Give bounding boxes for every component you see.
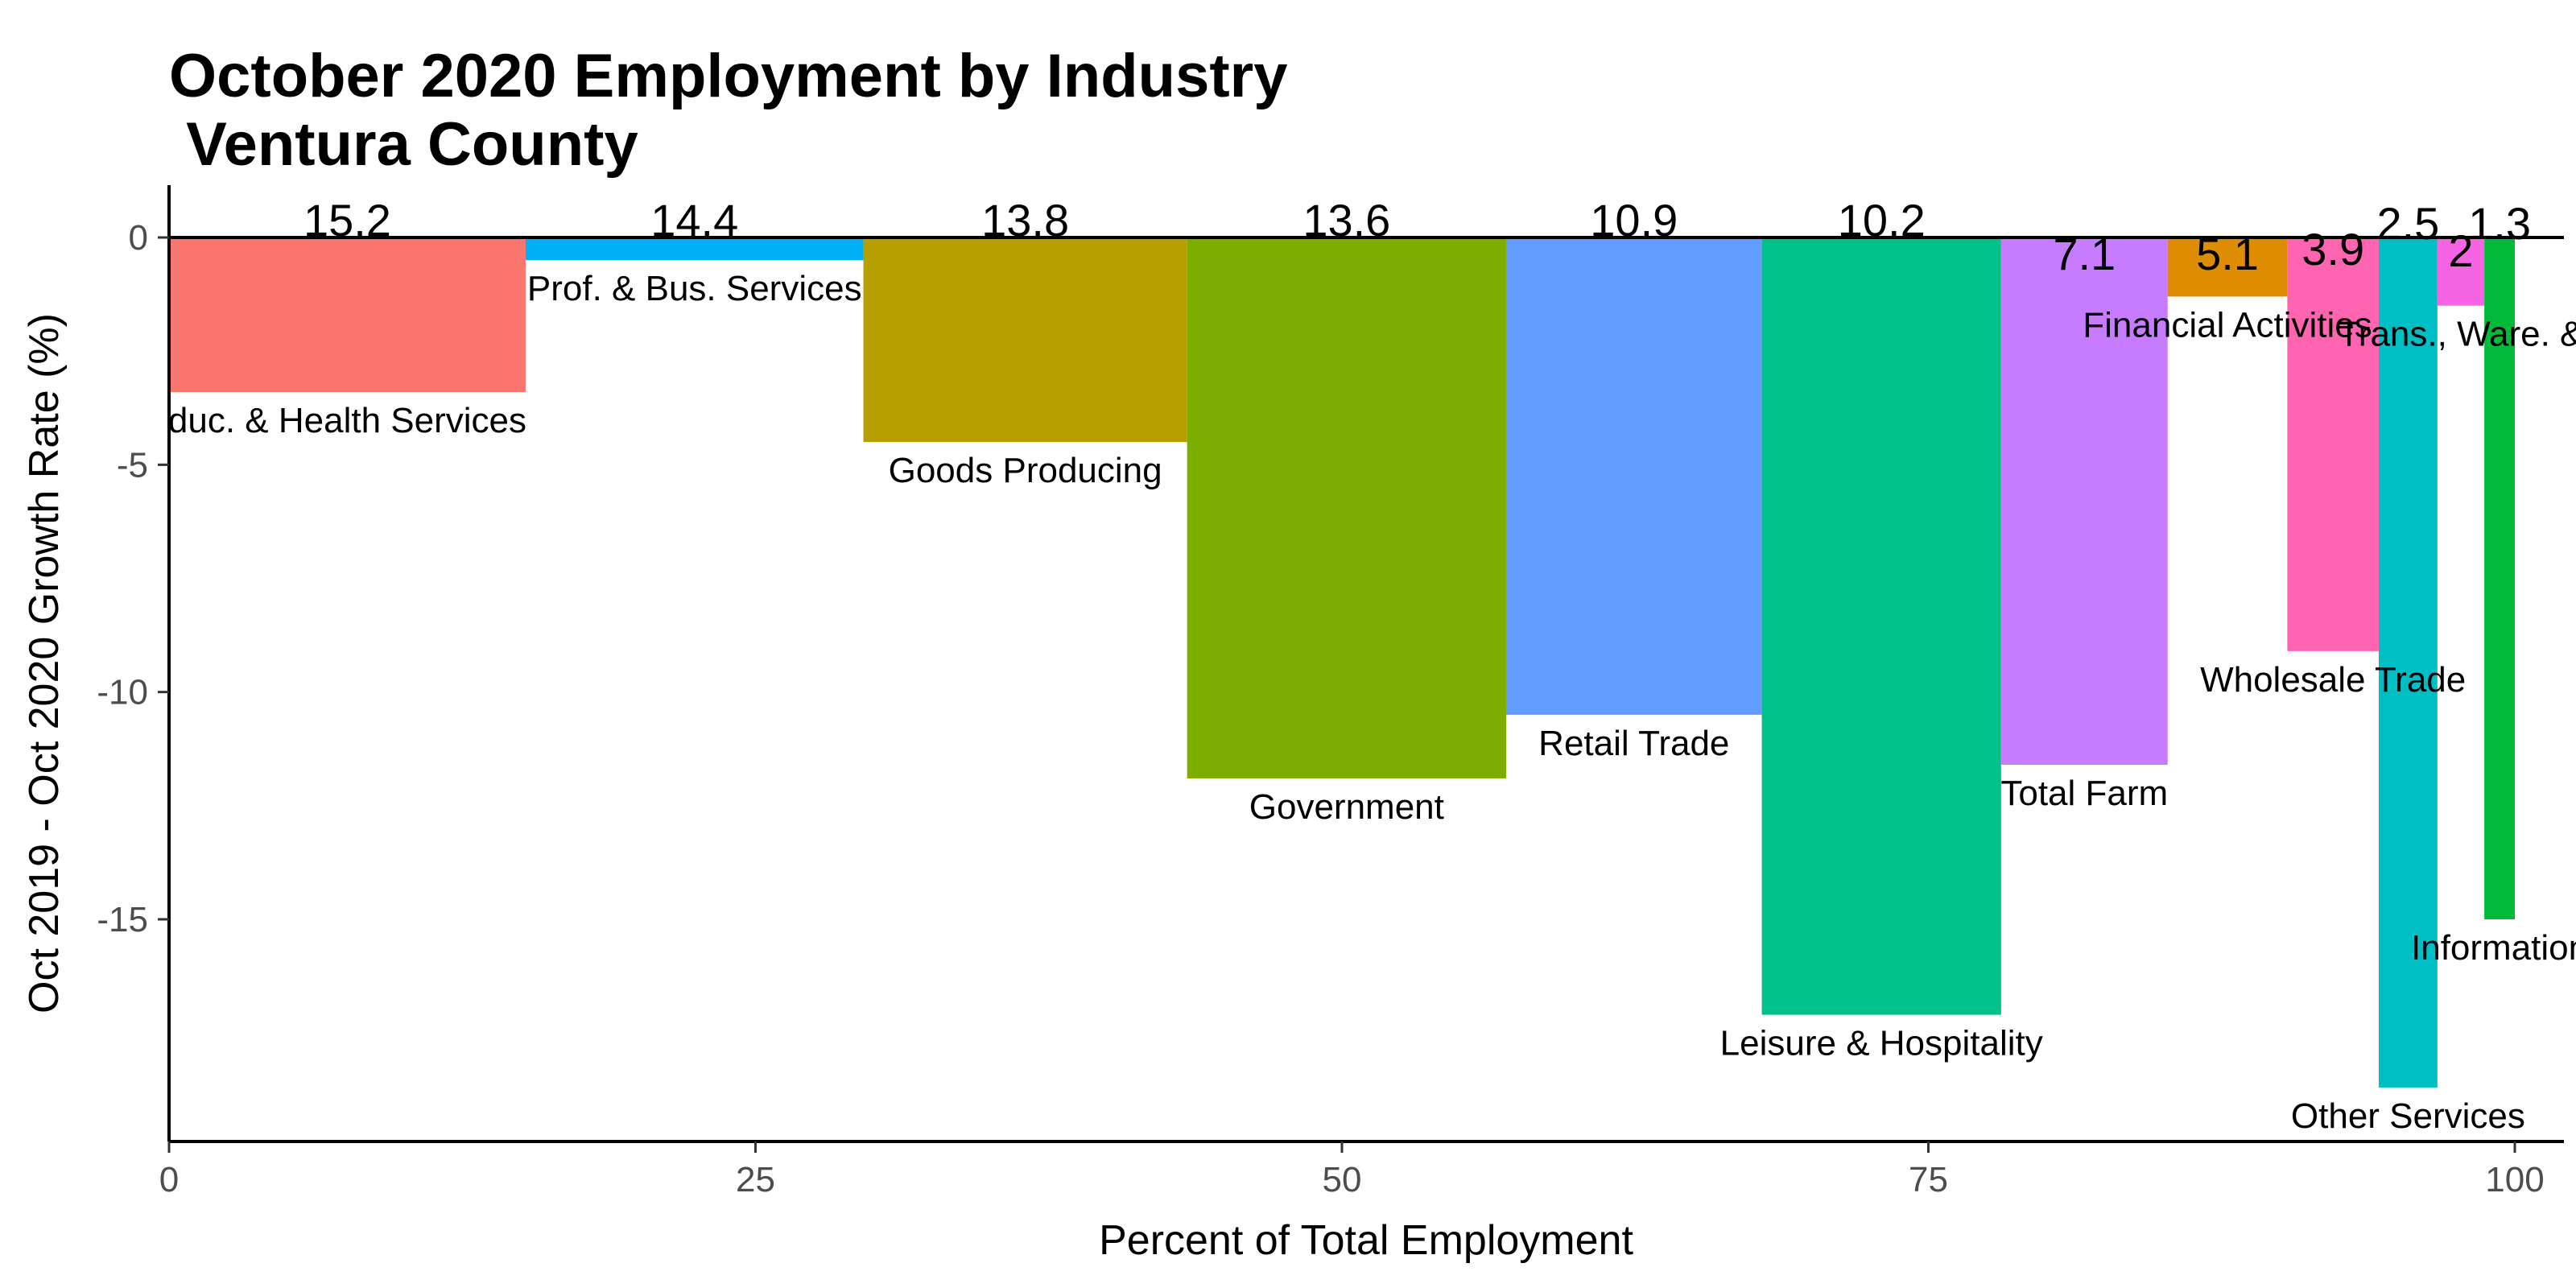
x-tick-label: 50 [1323,1160,1362,1199]
industry-label-educ-health-services: duc. & Health Services [168,401,526,440]
industry-label-trans-ware-util: Trans., Ware. & [2339,315,2576,354]
y-axis-title: Oct 2019 - Oct 2020 Growth Rate (%) [21,313,68,1013]
bar-prof-bus-services [525,237,864,261]
y-tick-label: -15 [97,900,148,939]
industry-label-information: Information [2411,928,2576,968]
y-tick-label: -10 [97,673,148,712]
bar-wholesale-trade [2287,237,2379,651]
bar-goods-producing [863,237,1187,443]
industry-label-goods-producing: Goods Producing [889,451,1162,490]
bar-financial-activities [2167,237,2288,297]
share-label-trans-ware-util: 2 [2448,225,2473,276]
bar-retail-trade [1505,237,1762,715]
bar-other-services [2378,237,2438,1088]
x-tick-label: 75 [1909,1160,1948,1199]
industry-label-retail-trade: Retail Trade [1538,724,1729,763]
axes-group: 0 -5 -10 -15 0 25 50 75 100 [97,185,2564,1199]
industry-label-other-services: Other Services [2291,1096,2525,1136]
bar-total-farm [2000,237,2168,766]
industry-label-leisure-hospitality: Leisure & Hospitality [1720,1024,2043,1063]
industry-label-wholesale-trade: Wholesale Trade [2200,660,2466,700]
x-axis-title: Percent of Total Employment [1099,1217,1633,1264]
x-tick-label: 0 [159,1160,179,1199]
share-label-information: 1.3 [2468,198,2531,249]
bar-educ-health-services [169,237,526,392]
bars-group [169,237,2515,1088]
x-tick-label: 25 [736,1160,775,1199]
chart-title-line1: October 2020 Employment by Industry [169,42,1288,110]
industry-label-government: Government [1249,787,1444,827]
industry-label-total-farm: Total Farm [2000,774,2168,813]
bar-information [2484,237,2515,919]
y-tick-label: -5 [117,445,148,485]
share-label-other-services: 2.5 [2376,198,2439,249]
chart-title-line2: Ventura County [169,110,638,179]
bar-government [1187,237,1506,778]
industry-label-financial-activities: Financial Activities [2083,305,2372,345]
bar-trans-ware-util [2437,237,2485,306]
bar-leisure-hospitality [1761,237,2001,1015]
y-tick-label: 0 [129,218,148,258]
share-label-wholesale-trade: 3.9 [2301,224,2364,275]
x-tick-label: 100 [2485,1160,2544,1199]
industry-label-prof-bus-services: Prof. & Bus. Services [527,269,862,308]
